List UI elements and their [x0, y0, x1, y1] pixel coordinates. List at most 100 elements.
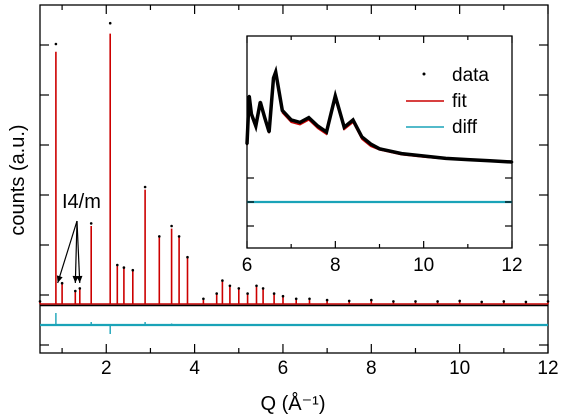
main-data-point — [158, 235, 161, 238]
inset-data-point — [274, 70, 278, 74]
inset-x-tick-label: 12 — [501, 255, 522, 276]
inset-data-point — [263, 116, 267, 119]
inset-data-point — [272, 76, 275, 80]
main-data-point — [261, 287, 265, 290]
main-data-point — [272, 292, 276, 295]
main-data-point — [122, 266, 126, 269]
legend-fit-label: fit — [452, 91, 468, 112]
main-fit-series — [39, 33, 549, 305]
main-data-point — [170, 224, 173, 228]
inset-data-point — [510, 160, 514, 164]
main-data-point — [143, 185, 147, 189]
main-data-point — [255, 284, 258, 288]
main-data-point — [116, 263, 119, 267]
inset-data-point — [369, 142, 373, 146]
main-data-point — [546, 300, 550, 303]
legend-data-label: data — [452, 65, 489, 86]
x-axis-label: Q (Å⁻¹) — [261, 392, 326, 415]
main-data-point — [414, 300, 417, 303]
inset-data-point — [250, 112, 253, 116]
i4m-annotation-arrows — [56, 220, 83, 284]
main-data-point — [131, 268, 135, 272]
inset-plot: 6 8 10 12 data fit diff — [242, 35, 523, 276]
main-data-point — [60, 281, 64, 285]
inset-data-point — [307, 116, 311, 119]
inset-data-point — [316, 124, 320, 128]
main-data-point — [177, 235, 181, 238]
i4m-arrow-shaft — [74, 220, 78, 284]
inset-data-point — [360, 135, 364, 139]
inset-plot-frame — [246, 35, 513, 249]
inset-data-point — [334, 94, 337, 98]
main-data-point — [524, 300, 528, 304]
main-fit-peaks — [39, 33, 549, 304]
inset-data-point — [466, 158, 470, 161]
main-data-point — [294, 297, 298, 301]
main-x-tick-label: 10 — [449, 358, 470, 379]
main-x-tick-label: 8 — [366, 358, 377, 379]
inset-data-point — [342, 125, 346, 129]
i4m-arrow-head — [72, 275, 79, 283]
legend-diff-label: diff — [452, 117, 478, 138]
inset-data-point — [245, 142, 249, 146]
main-data-point — [186, 255, 189, 259]
main-data-point — [308, 297, 311, 301]
i4m-arrow-shaft — [57, 220, 78, 284]
inset-data-point — [247, 94, 251, 98]
inset-data-point — [400, 152, 403, 155]
inset-data-point — [378, 147, 381, 151]
i4m-arrow-shaft — [76, 220, 81, 284]
main-data-point — [74, 289, 77, 293]
main-data-point — [246, 292, 249, 295]
inset-data-point — [488, 159, 492, 163]
main-data-point — [436, 300, 439, 303]
inset-x-tick-label: 10 — [413, 255, 434, 276]
main-data-series — [38, 21, 550, 307]
main-data-point — [78, 287, 82, 290]
main-data-point — [202, 297, 205, 301]
main-diff-series — [40, 313, 548, 334]
main-data-point — [237, 287, 241, 290]
main-data-point — [347, 299, 351, 303]
main-data-point — [458, 299, 462, 303]
main-data-point — [392, 300, 395, 303]
inset-data-point — [281, 109, 284, 112]
main-data-point — [38, 300, 42, 303]
main-y-ticks — [40, 44, 548, 346]
main-data-point — [89, 222, 93, 225]
inset-data-point — [298, 121, 302, 124]
main-data-point — [215, 292, 218, 295]
main-data-point — [325, 298, 329, 302]
main-data-point — [228, 284, 232, 288]
inset-data-point — [259, 100, 262, 104]
main-x-tick-label: 6 — [278, 358, 289, 379]
y-axis-label: counts (a.u.) — [7, 124, 29, 235]
i4m-arrow-head — [56, 275, 63, 283]
main-x-tick-label: 12 — [537, 358, 558, 379]
inset-data-point — [289, 118, 293, 122]
main-data-point — [370, 298, 373, 302]
inset-data-point — [267, 130, 271, 134]
inset-x-ticks: 6 8 10 12 — [242, 36, 523, 276]
inset-data-point — [422, 154, 426, 158]
inset-x-tick-label: 8 — [330, 255, 341, 276]
main-data-point — [108, 21, 112, 25]
legend-data-marker — [422, 72, 426, 76]
inset-data-series — [245, 65, 514, 164]
inset-data-point — [325, 130, 328, 134]
main-data-point — [502, 300, 506, 303]
inset-legend: data fit diff — [406, 65, 489, 138]
main-x-ticks: 2 4 6 8 10 12 — [61, 5, 559, 379]
i4m-annotation: I4/m — [62, 191, 101, 213]
main-x-tick-label: 2 — [101, 358, 112, 379]
inset-data-point — [351, 118, 355, 122]
main-x-tick-label: 4 — [189, 358, 200, 379]
main-plot-frame — [39, 4, 549, 354]
inset-data-point — [444, 157, 448, 160]
inset-data-point — [254, 124, 258, 128]
main-plot: 2 4 6 8 10 12 Q (Å⁻¹) counts (a.u.) I4/m — [7, 4, 559, 415]
main-data-point — [54, 42, 58, 46]
main-data-point — [480, 300, 484, 304]
inset-x-tick-label: 6 — [242, 255, 253, 276]
